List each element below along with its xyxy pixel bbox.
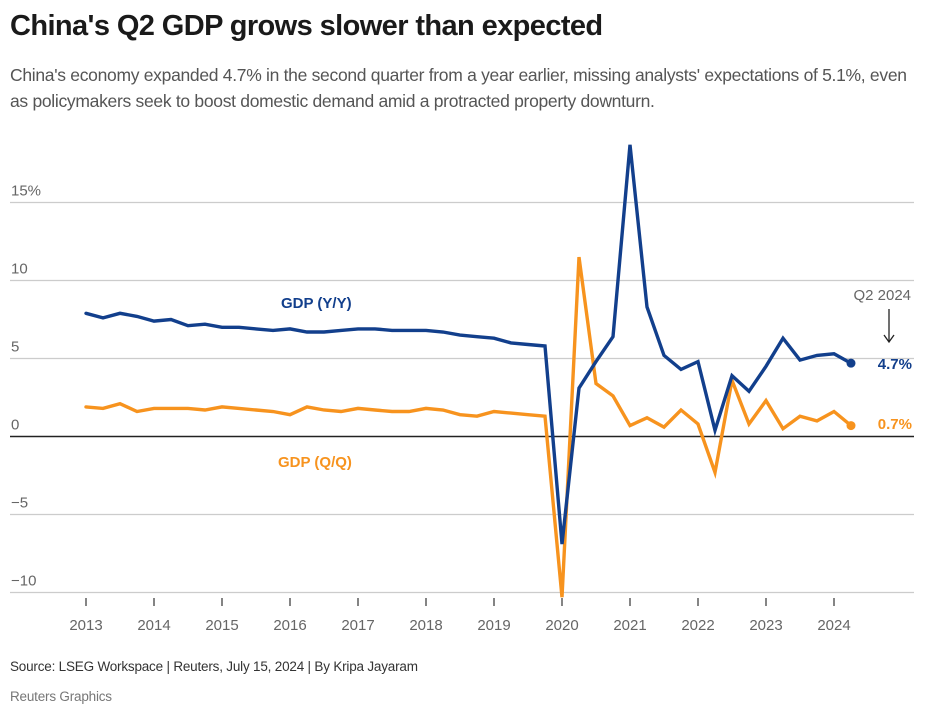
y-tick-label: −5 [11,495,28,512]
x-axis: 2013 2014 2015 2016 2017 2018 2019 2020 2021 2022… [69,598,851,634]
end-label-yoy: 4.7% [878,356,912,373]
gridlines [10,201,914,594]
x-tick-label: 2014 [137,617,170,634]
series-line-qoq [84,256,853,598]
x-tick-label: 2018 [409,617,442,634]
y-tick-label: 5 [11,339,19,356]
series-label-qoq: GDP (Q/Q) [278,454,352,471]
x-tick-label: 2024 [817,617,850,634]
series-endpoint-qoq [846,421,856,431]
y-tick-label: 10 [11,261,28,278]
annotation-q2-2024: Q2 2024 [853,287,911,304]
series-lines [84,144,856,598]
x-tick-label: 2021 [613,617,646,634]
series-line-yoy [84,144,853,545]
series-label-yoy: GDP (Y/Y) [281,295,352,312]
x-tick-label: 2020 [545,617,578,634]
x-tick-label: 2015 [205,617,238,634]
y-tick-label: −10 [11,573,36,590]
end-label-qoq: 0.7% [878,416,912,433]
x-tick-label: 2017 [341,617,374,634]
x-tick-label: 2019 [477,617,510,634]
series-endpoint-yoy [846,358,856,368]
source-note: Source: LSEG Workspace | Reuters, July 1… [10,659,418,674]
y-axis-labels: −10 −5 0 5 10 15% [11,183,41,590]
x-tick-label: 2022 [681,617,714,634]
y-tick-label: 15% [11,183,41,200]
x-tick-label: 2023 [749,617,782,634]
chart-subtitle: China's economy expanded 4.7% in the sec… [10,65,907,111]
x-tick-label: 2016 [273,617,306,634]
y-tick-label: 0 [11,417,19,434]
credit-note: Reuters Graphics [10,689,112,704]
x-tick-label: 2013 [69,617,102,634]
chart-title: China's Q2 GDP grows slower than expecte… [10,10,603,42]
annotation-arrow-icon [883,309,895,344]
